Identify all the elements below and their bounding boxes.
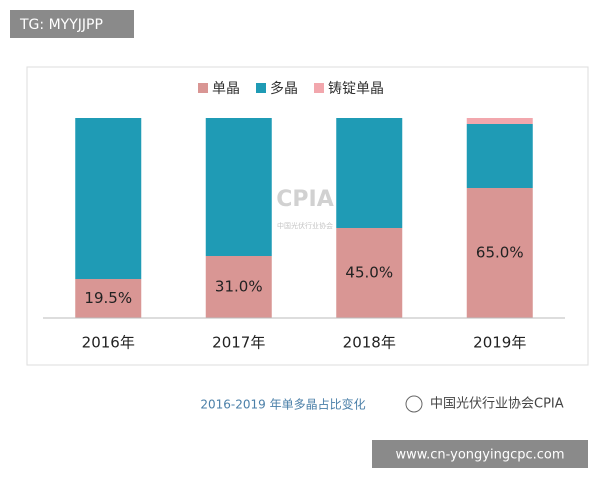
legend-label: 多晶 (270, 80, 298, 97)
logo-subtitle: 中国光伏行业协会 (277, 221, 333, 230)
x-tick-label: 2016年 (82, 334, 135, 352)
legend-label: 铸锭单晶 (328, 81, 384, 97)
top-badge-box (10, 10, 134, 38)
bar-segment (466, 124, 533, 188)
data-label: 65.0% (476, 244, 524, 262)
bar-segment (466, 188, 533, 318)
bar-segment (336, 228, 403, 318)
logo-title: CPIA (276, 187, 333, 212)
bar-segment (336, 118, 403, 228)
watermark: 中国光伏行业协会CPIA (430, 397, 564, 412)
data-label: 45.0% (345, 264, 393, 282)
legend-swatch (256, 83, 266, 93)
wechat-icon (405, 395, 423, 413)
data-label: 31.0% (215, 278, 263, 296)
legend-label: 单晶 (212, 81, 240, 97)
legend-swatch (198, 83, 208, 93)
x-tick-label: 2019年 (473, 334, 526, 352)
bar-segment (75, 279, 142, 318)
legend-swatch (314, 83, 324, 93)
x-tick-label: 2018年 (343, 334, 396, 352)
bar-segment (205, 256, 272, 318)
bar-segment (205, 118, 272, 256)
data-label: 19.5% (84, 289, 132, 307)
top-badge: TG: MYYJJPP (19, 17, 103, 33)
bottom-badge: www.cn-yongyingcpc.com (395, 448, 564, 463)
bottom-badge-box (372, 440, 588, 468)
x-tick-label: 2017年 (212, 334, 265, 352)
bar-segment (75, 118, 142, 279)
bar-segment (466, 118, 533, 124)
caption: 2016-2019 年单多晶占比变化 (200, 397, 365, 412)
